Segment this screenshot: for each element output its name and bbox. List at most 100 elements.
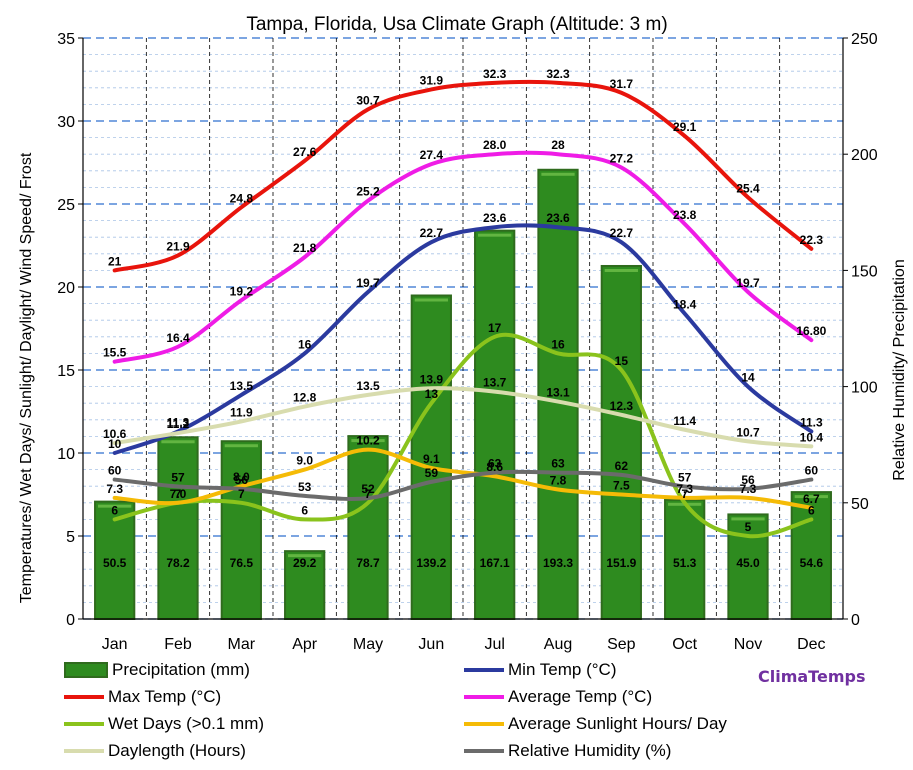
- x-tick-label: Oct: [672, 636, 697, 653]
- precipitation-data-label: 29.2: [293, 556, 317, 570]
- precipitation-bar: [474, 229, 516, 620]
- average-temp-c-data-label: 19.2: [230, 284, 254, 298]
- average-temp-c-data-label: 16.4: [166, 331, 190, 345]
- precipitation-data-label: 78.2: [166, 556, 190, 570]
- max-temp-c-data-label: 21: [108, 254, 122, 268]
- daylength-hours-data-label: 10.6: [103, 427, 127, 441]
- relative-humidity-line: [112, 469, 814, 501]
- precipitation-bar: [600, 264, 642, 620]
- legend-swatch: [464, 722, 504, 726]
- daylength-hours-data-label: 12.3: [610, 399, 634, 413]
- precipitation-bar-highlight: [288, 554, 322, 558]
- left-tick-label: 10: [57, 446, 75, 463]
- average-temp-c-data-label: 28: [551, 138, 565, 152]
- wet-days-0-1-mm-data-label: 16: [551, 337, 565, 351]
- precipitation-data-label: 51.3: [673, 556, 697, 570]
- precipitation-bar-highlight: [224, 444, 258, 448]
- max-temp-c-data-label: 32.3: [546, 67, 570, 81]
- wet-days-0-1-mm-data-label: 5: [745, 520, 752, 534]
- average-sunlight-hours-day-data-label: 8.0: [233, 470, 250, 484]
- left-tick-label: 0: [66, 612, 75, 629]
- average-temp-c-data-label: 27.2: [610, 151, 634, 165]
- max-temp-c-data-label: 24.8: [230, 191, 254, 205]
- precipitation-bar-highlight: [98, 504, 132, 508]
- average-temp-c-data-label: 28.0: [483, 138, 507, 152]
- precipitation-bar-highlight: [478, 233, 512, 237]
- legend-swatch: [64, 722, 104, 726]
- x-tick-label: May: [353, 636, 383, 653]
- legend-item: Average Sunlight Hours/ Day: [464, 712, 727, 736]
- relative-humidity-data-label: 56: [235, 473, 249, 487]
- legend-swatch: [64, 749, 104, 753]
- legend-swatch: [464, 749, 504, 753]
- precipitation-bar: [537, 168, 579, 620]
- max-temp-c-data-label: 22.3: [800, 233, 824, 247]
- precipitation-bars: [94, 168, 832, 621]
- legend-item: Precipitation (mm): [64, 658, 250, 682]
- legend-label: Average Sunlight Hours/ Day: [508, 714, 727, 733]
- average-temp-c-data-label: 15.5: [103, 346, 127, 360]
- legend-item: Wet Days (>0.1 mm): [64, 712, 264, 736]
- data-labels: 50.5 78.2 76.5 29.2 78.7 139.2 167.1 193.3 151.9…: [103, 67, 827, 570]
- average-temp-c-line: [112, 150, 814, 364]
- right-tick-label: 200: [851, 147, 878, 164]
- precipitation-bar: [157, 436, 199, 621]
- wet-days-0-1-mm-data-label: 17: [488, 321, 502, 335]
- wet-days-0-1-mm-line: [112, 332, 814, 539]
- relative-humidity-data-label: 63: [551, 457, 565, 471]
- average-sunlight-hours-day-data-label: 10.2: [356, 434, 380, 448]
- legend-item: Average Temp (°C): [464, 685, 652, 709]
- daylength-hours-data-label: 12.8: [293, 391, 317, 405]
- wet-days-0-1-mm-data-label: 7: [175, 487, 182, 501]
- precipitation-bar-highlight: [604, 268, 638, 272]
- daylength-hours-data-label: 13.5: [356, 379, 380, 393]
- wet-days-0-1-mm-data-label: 7: [365, 487, 372, 501]
- precipitation-data-label: 139.2: [416, 556, 446, 570]
- precipitation-bar: [727, 513, 769, 620]
- precipitation-bar-highlight: [794, 495, 828, 499]
- series-lines: [112, 79, 814, 539]
- max-temp-c-data-label: 21.9: [166, 239, 190, 253]
- relative-humidity-data-label: 52: [361, 482, 375, 496]
- max-temp-c-data-label: 25.4: [736, 181, 760, 195]
- min-temp-c-data-label: 18.4: [673, 298, 697, 312]
- max-temp-c-data-label: 30.7: [356, 93, 380, 107]
- x-tick-label: Jan: [102, 636, 128, 653]
- legend-swatch: [464, 695, 504, 699]
- legend-item: Min Temp (°C): [464, 658, 617, 682]
- min-temp-c-data-label: 23.6: [546, 211, 570, 225]
- x-tick-label: Sep: [607, 636, 636, 653]
- relative-humidity-data-label: 57: [678, 471, 692, 485]
- precipitation-data-label: 193.3: [543, 556, 573, 570]
- legend-label: Precipitation (mm): [112, 660, 250, 679]
- min-temp-c-data-label: 11.3: [167, 415, 190, 429]
- precipitation-bar-highlight: [414, 298, 448, 302]
- min-temp-c-data-label: 23.6: [483, 211, 507, 225]
- legend-swatch: [464, 668, 504, 672]
- x-tick-label: Jul: [484, 636, 504, 653]
- precipitation-bar: [220, 440, 262, 620]
- precipitation-bar: [410, 294, 452, 620]
- relative-humidity-data-label: 59: [425, 466, 439, 480]
- average-sunlight-hours-day-data-label: 7.3: [106, 482, 123, 496]
- min-temp-c-data-label: 16: [298, 337, 312, 351]
- average-sunlight-hours-day-data-label: 9.0: [296, 454, 313, 468]
- right-tick-label: 250: [851, 31, 878, 48]
- wet-days-0-1-mm-data-label: 6: [301, 503, 308, 517]
- right-axis-title: Relative Humidity/ Precipitation: [891, 259, 908, 480]
- left-tick-label: 20: [57, 280, 75, 297]
- min-temp-c-data-label: 10: [108, 437, 122, 451]
- wet-days-0-1-mm-data-label: 7: [681, 487, 688, 501]
- daylength-hours-data-label: 13.9: [420, 372, 444, 386]
- legend-swatch: [64, 695, 104, 699]
- left-tick-label: 35: [57, 31, 75, 48]
- max-temp-c-line: [112, 79, 814, 273]
- legend-swatch: [64, 662, 108, 678]
- x-tick-label: Jun: [418, 636, 444, 653]
- average-sunlight-hours-day-data-label: 7.3: [676, 482, 693, 496]
- max-temp-c-data-label: 32.3: [483, 67, 507, 81]
- average-temp-c-data-label: 16.80: [796, 324, 826, 338]
- chart-title: Tampa, Florida, Usa Climate Graph (Altit…: [246, 14, 667, 35]
- left-axis-title: Temperatures/ Wet Days/ Sunlight/ Daylig…: [18, 152, 35, 603]
